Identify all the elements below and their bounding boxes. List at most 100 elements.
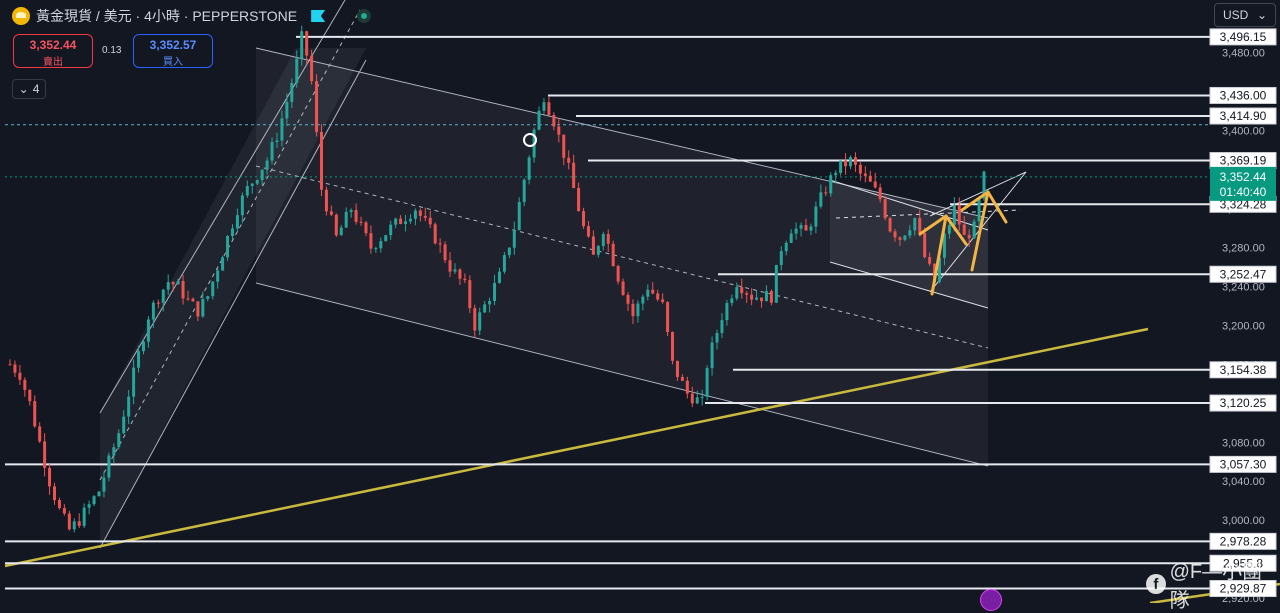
price-level-tag — [1209, 580, 1277, 598]
candle-body — [354, 209, 358, 222]
candle-body — [171, 282, 175, 285]
candle-body — [413, 210, 417, 219]
candle-body — [725, 303, 729, 321]
currency-select[interactable]: USD ⌄ — [1214, 3, 1276, 27]
indicator-count: 4 — [32, 82, 40, 96]
candle-body — [661, 299, 665, 303]
candle-body — [211, 281, 215, 297]
candle-body — [923, 233, 927, 258]
candle-body — [908, 230, 912, 236]
price-level-label: 3,057.30 — [1220, 457, 1267, 471]
arrow-head — [960, 190, 1008, 224]
candle-body — [334, 214, 338, 236]
candle-body — [666, 302, 670, 332]
candle-body — [295, 58, 299, 83]
candle-body — [977, 198, 981, 222]
candle-body — [478, 312, 482, 331]
price-level-tag — [1209, 455, 1277, 473]
candle-body — [156, 302, 160, 304]
candle-body — [369, 233, 373, 249]
candle-body — [651, 289, 655, 294]
candle-body — [962, 224, 966, 235]
alarm-icon — [523, 133, 537, 147]
candle-body — [250, 183, 254, 187]
candle-body — [235, 215, 239, 229]
candle-body — [285, 101, 289, 119]
breakout-upper — [929, 171, 1027, 217]
falling-channel-upper — [255, 47, 989, 219]
candle-body — [443, 244, 447, 261]
lightning-icon[interactable] — [980, 589, 1002, 611]
candle-body — [646, 289, 650, 297]
flag-lower — [829, 261, 989, 309]
price-level-tag — [1209, 554, 1277, 572]
candle-body — [750, 294, 754, 300]
watermark-text: @F—小團隊 — [1169, 561, 1263, 612]
candle-body — [745, 293, 749, 295]
candle-body — [186, 298, 190, 300]
arrow-up-leg — [970, 190, 990, 272]
candle-body — [784, 242, 788, 252]
candle-body — [389, 224, 393, 236]
candle-body — [305, 31, 309, 56]
current-price-label: 3,352.44 — [1220, 170, 1267, 184]
candle-body — [690, 393, 694, 404]
indicators-toggle-button[interactable]: ⌄ 4 — [12, 79, 46, 99]
candle-body — [13, 364, 17, 373]
candle-body — [849, 157, 853, 167]
candle-body — [230, 228, 234, 237]
breakout-lower — [929, 171, 1027, 293]
candle-body — [448, 260, 452, 272]
candle-body — [315, 81, 319, 132]
flag-upper — [829, 179, 989, 231]
candle-body — [769, 291, 773, 303]
price-level-label: 2,929.87 — [1220, 582, 1267, 596]
candle-body — [947, 225, 951, 234]
candle-body — [57, 500, 61, 509]
chevron-down-icon: ⌄ — [18, 82, 29, 96]
candle-body — [245, 186, 249, 196]
candle-body — [141, 341, 145, 352]
candle-body — [517, 202, 521, 231]
candle-body — [760, 297, 764, 302]
candle-body — [606, 233, 610, 244]
candle-body — [453, 269, 457, 272]
candle-body — [280, 118, 284, 141]
candle-body — [8, 364, 12, 366]
candle-body — [394, 218, 398, 225]
candle-body — [942, 233, 946, 258]
price-level-label: 3,120.25 — [1220, 396, 1267, 410]
price-level-label: 3,436.00 — [1220, 88, 1267, 102]
candle-body — [221, 257, 225, 271]
price-level-tag — [1209, 28, 1277, 46]
candle-body — [433, 224, 437, 244]
candle-body — [957, 205, 961, 225]
symbol-title[interactable]: 黃金現貨 / 美元 · 4小時 · PEPPERSTONE — [36, 8, 298, 24]
candle-body — [112, 447, 116, 456]
sell-label: 賣出 — [43, 57, 63, 68]
candle-body — [858, 164, 862, 174]
candle-body — [379, 241, 383, 249]
candle-body — [275, 140, 279, 143]
candle-body — [181, 280, 185, 299]
candles-layer — [8, 25, 986, 533]
candle-body — [196, 301, 200, 317]
sell-button[interactable]: 3,352.44 賣出 — [13, 34, 93, 68]
candle-body — [92, 496, 96, 505]
candle-body — [463, 278, 467, 281]
candle-body — [913, 218, 917, 231]
candle-body — [542, 102, 546, 111]
price-level-label: 3,414.90 — [1220, 109, 1267, 123]
price-level-tag — [1209, 107, 1277, 125]
sell-price: 3,352.44 — [29, 38, 77, 52]
price-level-label: 3,252.47 — [1220, 267, 1267, 281]
y-tick-label: 3,280.00 — [1222, 242, 1265, 254]
candle-body — [18, 372, 22, 380]
candle-body — [48, 467, 52, 487]
buy-button[interactable]: 3,352.57 買入 — [133, 34, 213, 68]
candle-body — [384, 235, 388, 242]
falling-channel-lower — [255, 282, 989, 467]
candle-body — [809, 226, 813, 231]
candle-body — [839, 160, 843, 173]
